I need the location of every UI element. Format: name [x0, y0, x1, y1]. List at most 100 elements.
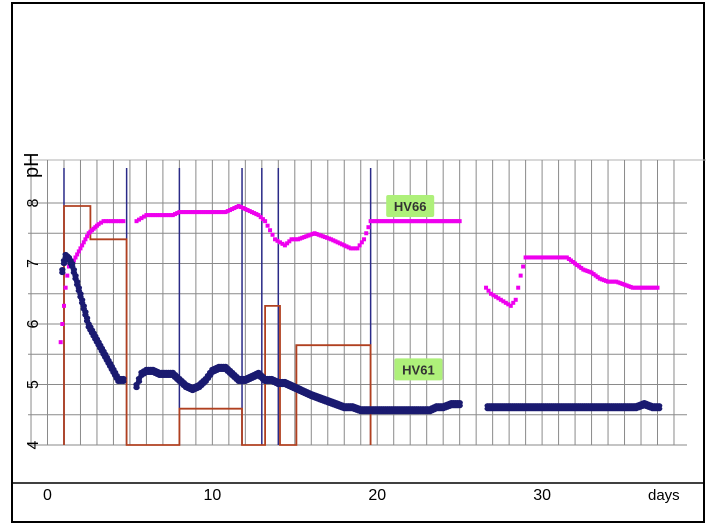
- data-point: [232, 206, 237, 211]
- y-tick-label: 8: [25, 198, 42, 207]
- data-point: [370, 219, 375, 224]
- x-tick-label: 20: [368, 487, 386, 504]
- data-point: [624, 283, 629, 288]
- data-point: [566, 256, 571, 261]
- y-axis-label: pH: [21, 152, 43, 178]
- data-point: [399, 219, 404, 224]
- annotation-box: [394, 358, 443, 381]
- data-point: [61, 303, 66, 308]
- data-point: [186, 210, 191, 215]
- data-point: [451, 219, 456, 224]
- data-point: [199, 210, 204, 215]
- data-point: [593, 273, 598, 278]
- data-point: [340, 242, 345, 247]
- data-point: [73, 255, 78, 260]
- data-point: [379, 219, 384, 224]
- data-point: [287, 239, 292, 244]
- data-point: [214, 210, 219, 215]
- data-point: [118, 219, 123, 224]
- x-axis-label: days: [648, 487, 680, 504]
- data-point: [177, 210, 182, 215]
- data-point: [402, 219, 407, 224]
- data-point: [428, 219, 433, 224]
- data-point: [212, 210, 217, 215]
- data-point: [71, 258, 76, 263]
- data-point: [155, 213, 160, 218]
- data-point: [397, 219, 402, 224]
- data-point: [153, 213, 158, 218]
- data-point: [65, 273, 70, 278]
- data-point: [387, 219, 392, 224]
- data-point: [488, 291, 493, 296]
- data-point: [159, 213, 164, 218]
- data-point: [589, 270, 594, 275]
- data-point: [535, 255, 540, 260]
- data-point: [324, 235, 329, 240]
- data-point: [298, 236, 303, 241]
- data-point: [410, 219, 415, 224]
- data-point: [366, 225, 371, 230]
- data-point: [223, 210, 228, 215]
- data-point: [501, 299, 506, 304]
- data-point: [210, 210, 215, 215]
- data-point: [60, 260, 68, 267]
- data-point: [75, 252, 80, 257]
- data-point: [437, 219, 442, 224]
- data-point: [302, 235, 307, 240]
- data-point: [486, 288, 491, 293]
- data-point: [327, 236, 332, 241]
- data-point: [197, 210, 202, 215]
- data-point: [511, 300, 516, 305]
- data-point: [455, 219, 460, 224]
- data-point: [277, 240, 282, 245]
- data-point: [230, 207, 235, 212]
- data-point: [416, 219, 421, 224]
- data-point: [306, 233, 311, 238]
- data-point: [632, 285, 637, 290]
- data-point: [134, 219, 139, 224]
- data-point: [296, 237, 301, 242]
- data-point: [552, 255, 557, 260]
- data-point: [445, 219, 450, 224]
- data-point: [275, 238, 280, 243]
- y-tick-label: 5: [25, 380, 42, 389]
- data-point: [554, 255, 559, 260]
- data-point: [434, 219, 439, 224]
- data-point: [245, 208, 250, 213]
- series-hv66: [58, 204, 660, 345]
- data-point: [439, 219, 444, 224]
- data-point: [268, 228, 273, 233]
- data-point: [135, 378, 143, 385]
- data-point: [601, 278, 606, 283]
- data-point: [622, 282, 627, 287]
- series-hv61: [59, 251, 663, 415]
- data-point: [337, 241, 342, 246]
- data-point: [548, 255, 553, 260]
- data-point: [503, 300, 508, 305]
- data-point: [63, 285, 68, 290]
- data-point: [606, 279, 611, 284]
- data-point: [238, 205, 243, 210]
- tick-labels: 0 10 20 30 4 5 6 7 8: [25, 198, 551, 504]
- data-point: [655, 406, 663, 412]
- data-point: [564, 255, 569, 260]
- data-point: [498, 297, 503, 302]
- data-point: [456, 403, 463, 409]
- data-point: [538, 255, 543, 260]
- data-point: [139, 216, 144, 221]
- data-point: [59, 269, 66, 276]
- data-point: [243, 207, 248, 212]
- data-point: [241, 206, 246, 211]
- data-point: [614, 279, 619, 284]
- data-point: [525, 255, 530, 260]
- data-point: [612, 279, 617, 284]
- data-point: [314, 232, 319, 237]
- data-point: [542, 255, 547, 260]
- data-point: [183, 210, 188, 215]
- data-point: [355, 246, 360, 251]
- data-point: [573, 261, 578, 266]
- data-point: [634, 285, 639, 290]
- data-point: [335, 240, 340, 245]
- data-point: [643, 285, 648, 290]
- data-point: [205, 210, 210, 215]
